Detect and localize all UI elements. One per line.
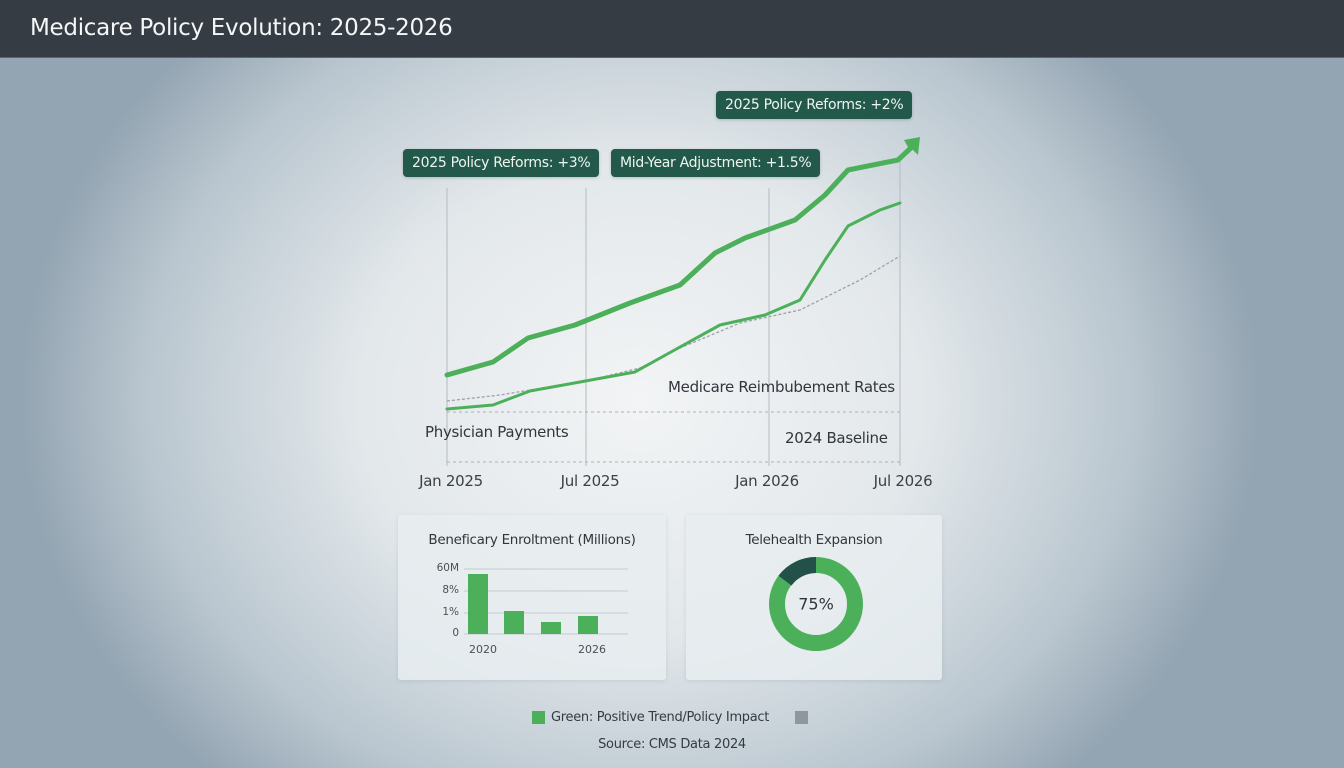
telehealth-card: Telehealth Expansion 75% [686, 515, 942, 680]
legend: Green: Positive Trend/Policy Impact [532, 709, 809, 725]
bar-3 [541, 622, 561, 634]
callout-policy-reforms-2: 2025 Policy Reforms: +2% [716, 91, 913, 119]
legend-swatch-gray [795, 710, 809, 724]
ytick-0: 0 [452, 627, 459, 639]
donut-dark-segment [778, 557, 816, 586]
bar-4 [578, 616, 598, 634]
telehealth-card-title: Telehealth Expansion [745, 532, 883, 548]
ytick-60m: 60M [436, 562, 459, 574]
xtick-jul-2025: Jul 2025 [560, 472, 620, 490]
bar-xtick-2026: 2026 [578, 643, 606, 656]
page-title: Medicare Policy Evolution: 2025-2026 [30, 15, 453, 41]
bar-2 [504, 611, 524, 634]
label-2024-baseline: 2024 Baseline [785, 429, 888, 447]
callout-mid-year-adjustment: Mid-Year Adjustment: +1.5% [611, 149, 821, 177]
callout-policy-reforms-3: 2025 Policy Reforms: +3% [403, 149, 600, 177]
label-physician-payments: Physician Payments [425, 423, 569, 441]
physician-payments-line [445, 201, 902, 411]
legend-swatch-green [532, 710, 545, 724]
donut-center-value: 75% [798, 594, 834, 614]
source-note: Source: CMS Data 2024 [598, 737, 746, 752]
xtick-jul-2026: Jul 2026 [873, 472, 933, 490]
vertical-gridlines [446, 160, 901, 466]
header-bar: Medicare Policy Evolution: 2025-2026 [0, 0, 1344, 58]
ytick-1pct: 1% [442, 606, 459, 618]
enrollment-bar-chart [464, 568, 628, 635]
telehealth-donut-chart [769, 557, 863, 651]
ytick-8pct: 8% [442, 584, 459, 596]
label-reimbursement-rates: Medicare Reimbubement Rates [668, 378, 895, 396]
enrollment-card-title: Beneficary Enroltment (Millions) [428, 532, 636, 548]
trend-arrow-icon [904, 137, 920, 155]
reimbursement-rates-line [444, 142, 917, 378]
bar-xtick-2020: 2020 [469, 643, 497, 656]
bar-1 [468, 574, 488, 634]
enrollment-card: Beneficary Enroltment (Millions) 60M 8% … [398, 515, 666, 680]
legend-label-green: Green: Positive Trend/Policy Impact [551, 709, 770, 725]
xtick-jan-2025: Jan 2025 [419, 472, 483, 490]
xtick-jan-2026: Jan 2026 [735, 472, 799, 490]
